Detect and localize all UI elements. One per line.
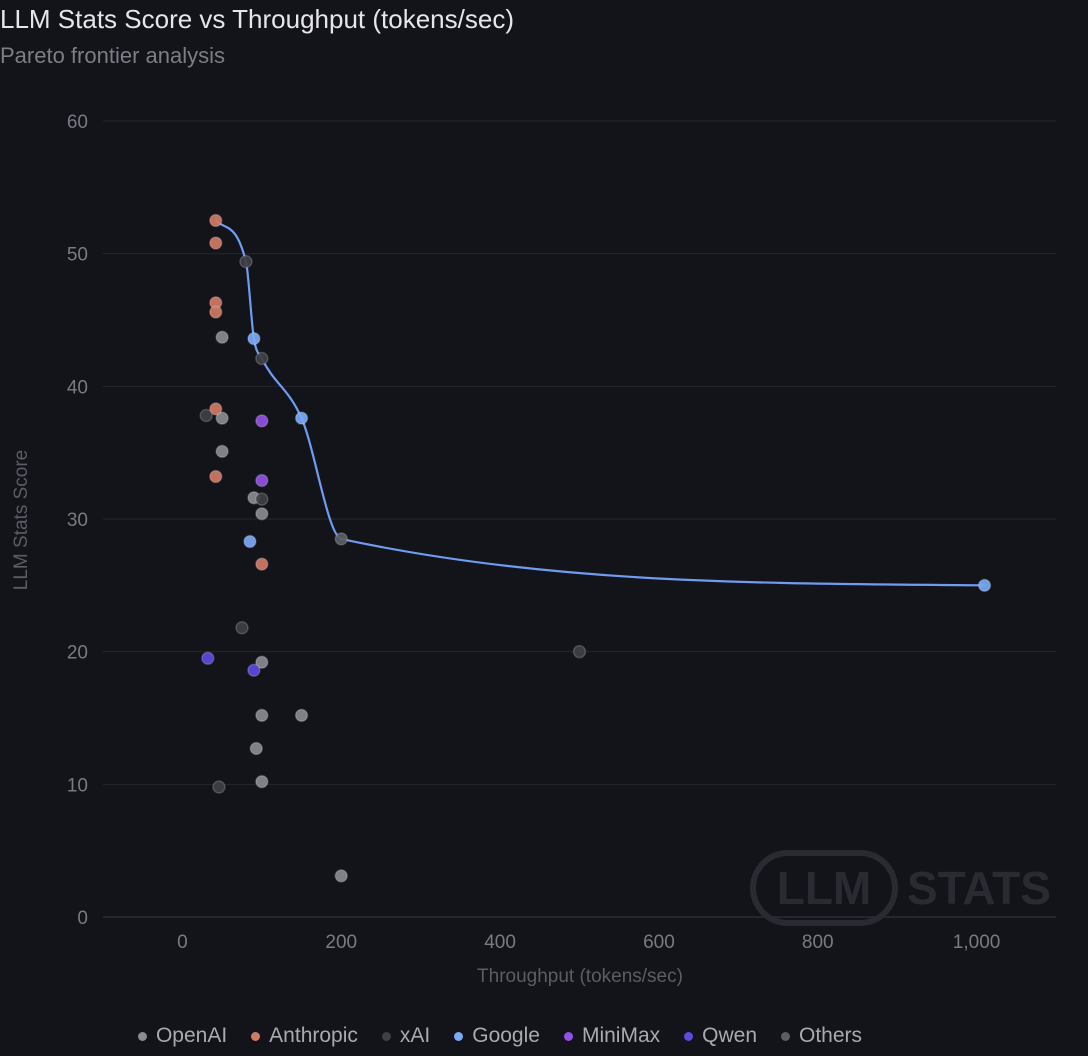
legend-label: OpenAI (155, 1024, 228, 1047)
legend-dot-icon (563, 1031, 573, 1041)
data-point-xai[interactable] (199, 408, 213, 423)
chart-subtitle: Pareto frontier analysis (0, 43, 225, 68)
legend-label: xAI (399, 1024, 431, 1047)
data-point-openai[interactable] (255, 774, 269, 789)
data-point-openai[interactable] (255, 708, 269, 723)
data-point-xai[interactable] (572, 644, 587, 659)
x-axis-label: Throughput (tokens/sec) (477, 966, 683, 987)
legend-label: Anthropic (269, 1024, 358, 1047)
data-point-openai[interactable] (215, 411, 229, 425)
data-point-xai[interactable] (235, 621, 249, 635)
x-tick-label: 200 (325, 932, 357, 953)
data-point-qwen[interactable] (201, 651, 215, 666)
data-point-anthropic[interactable] (209, 305, 223, 319)
x-tick-label: 1,000 (953, 932, 1001, 953)
points-layer (199, 213, 992, 883)
data-point-openai[interactable] (255, 655, 269, 670)
data-point-google[interactable] (977, 578, 992, 593)
legend-dot-icon (684, 1031, 694, 1041)
data-point-anthropic[interactable] (209, 469, 223, 484)
y-tick-label: 0 (77, 908, 88, 929)
data-point-minimax[interactable] (255, 473, 269, 488)
legend-item-qwen[interactable]: Qwen (684, 1024, 757, 1048)
data-point-openai[interactable] (215, 444, 229, 459)
watermark-llm-text: LLM (777, 862, 872, 914)
data-point-xai[interactable] (212, 780, 226, 794)
data-point-google[interactable] (294, 411, 309, 425)
legend-label: Google (472, 1024, 540, 1047)
data-point-anthropic[interactable] (209, 213, 223, 228)
legend-label: MiniMax (581, 1024, 661, 1047)
llm-stats-watermark: LLM STATS (750, 850, 1051, 926)
data-point-xai[interactable] (255, 351, 269, 366)
y-tick-label: 20 (67, 643, 88, 664)
y-tick-label: 50 (67, 245, 88, 266)
legend-dot-icon (137, 1031, 147, 1041)
data-point-anthropic[interactable] (209, 236, 223, 250)
x-tick-label: 400 (484, 932, 516, 953)
legend-item-minimax[interactable]: MiniMax (563, 1024, 661, 1048)
x-tick-label: 600 (643, 932, 675, 953)
pareto-frontier-line (215, 219, 985, 587)
watermark-stats-text: STATS (907, 862, 1051, 914)
data-point-minimax[interactable] (255, 414, 269, 428)
data-point-openai[interactable] (294, 708, 309, 723)
data-point-openai[interactable] (255, 506, 269, 521)
legend-item-openai[interactable]: OpenAI (137, 1024, 228, 1048)
legend-item-others[interactable]: Others (781, 1024, 862, 1048)
grid-layer (103, 120, 1056, 918)
x-tick-label: 0 (177, 932, 188, 953)
chart-title: LLM Stats Score vs Throughput (tokens/se… (0, 4, 514, 34)
data-point-anthropic[interactable] (209, 402, 223, 416)
data-point-openai[interactable] (215, 330, 229, 344)
legend-item-anthropic[interactable]: Anthropic (251, 1024, 358, 1048)
legend-dot-icon (381, 1031, 391, 1041)
y-tick-label: 40 (67, 377, 88, 398)
data-point-google[interactable] (243, 534, 257, 549)
legend-dot-icon (251, 1031, 261, 1041)
data-point-others[interactable] (334, 532, 348, 546)
y-tick-label: 60 (67, 112, 88, 133)
data-point-qwen[interactable] (247, 663, 261, 677)
y-axis-label: LLM Stats Score (11, 450, 32, 590)
data-point-google[interactable] (247, 331, 261, 346)
legend-label: Qwen (702, 1024, 757, 1047)
watermark-pill (750, 850, 898, 926)
legend-dot-icon (454, 1031, 464, 1041)
y-tick-label: 10 (67, 775, 88, 796)
data-point-xai[interactable] (255, 492, 269, 506)
data-point-openai[interactable] (249, 741, 264, 756)
legend-dot-icon (781, 1031, 790, 1041)
legend-item-google[interactable]: Google (454, 1024, 540, 1048)
legend-item-xai[interactable]: xAI (381, 1024, 431, 1048)
data-point-openai[interactable] (334, 869, 348, 883)
legend-label: Others (799, 1024, 863, 1047)
data-point-xai[interactable] (239, 254, 253, 269)
y-tick-label: 30 (67, 510, 88, 531)
chart-legend: OpenAI Anthropic xAI Google MiniMax Qwen Other… (0, 1024, 1000, 1048)
x-tick-label: 800 (802, 932, 834, 953)
data-point-anthropic[interactable] (255, 557, 269, 571)
